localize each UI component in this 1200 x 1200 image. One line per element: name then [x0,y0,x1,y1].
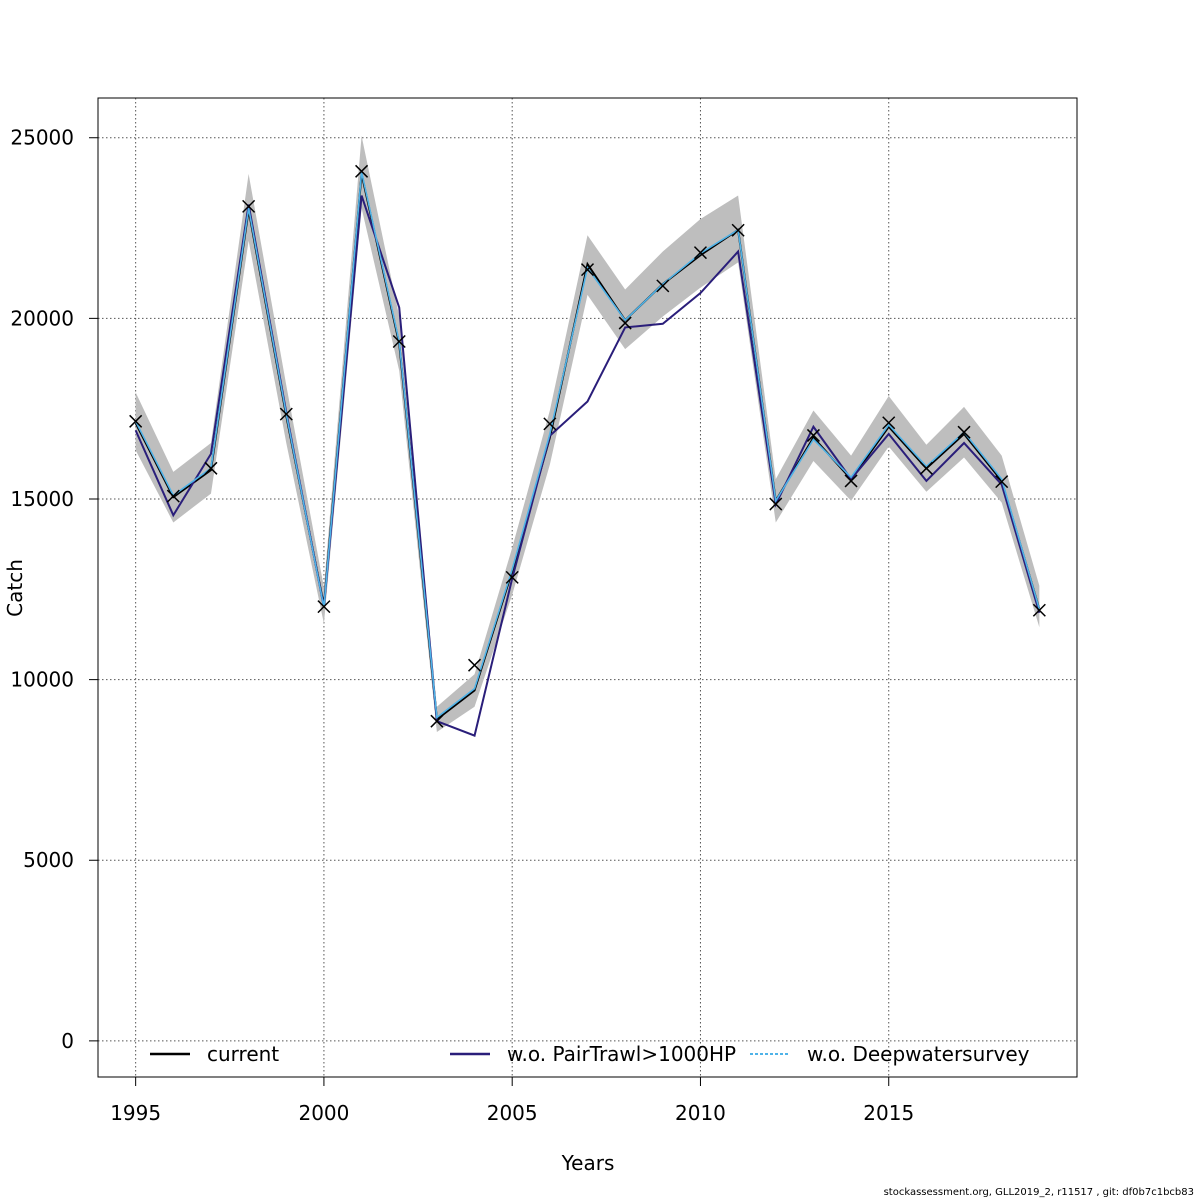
observed-point [580,263,595,277]
observed-point-stroke [543,417,557,431]
observed-point [731,223,745,237]
observed-point [844,474,858,488]
observed-point [392,334,406,349]
observed-point-stroke [129,414,143,428]
axes: 1995 2000 2005 2010 2015 0 5000 10000 15000 20000… [10,97,1078,1125]
x-tick-label: 1995 [110,1101,161,1125]
y-tick-label: 0 [61,1029,74,1053]
observed-point [919,461,933,475]
observed-point-stroke [806,428,820,442]
plot-frame [97,97,1078,1078]
legend-label-2: w.o. Deepwatersurvey [807,1042,1030,1066]
observed-point-stroke [1032,603,1046,617]
x-tick-label: 2000 [298,1101,349,1125]
observed-point-stroke [769,497,783,511]
observed-point-stroke [468,658,482,672]
x-tick-label: 2010 [675,1101,726,1125]
observed-point [204,461,218,475]
observed-point [995,475,1009,489]
observed-point-stroke [731,223,745,237]
observed-point-stroke [204,461,218,475]
observed-point [129,414,143,428]
observed-point-stroke [919,461,933,475]
observed-point-stroke [430,714,444,728]
observed-point-stroke [392,334,406,349]
observed-point [543,417,557,431]
observed-markers [129,164,1046,728]
y-tick-label: 10000 [10,668,74,692]
observed-point [430,714,444,728]
observed-point-stroke [242,199,256,213]
observed-point [806,428,820,442]
observed-point [166,489,180,503]
legend: current w.o. PairTrawl>1000HP w.o. Deepwat… [150,1042,1030,1066]
observed-point-stroke [505,570,519,584]
observed-point-stroke [693,246,707,260]
observed-point [882,416,896,430]
observed-point-stroke [166,489,180,503]
observed-point-stroke [957,425,971,439]
legend-label-0: current [207,1042,279,1066]
observed-point-stroke [580,263,595,277]
observed-point [279,407,293,421]
observed-point [468,658,482,672]
confidence-band [135,135,1040,733]
x-tick-label: 2015 [863,1101,914,1125]
observed-point-stroke [355,164,369,178]
observed-point [317,600,331,614]
legend-label-1: w.o. PairTrawl>1000HP [507,1042,736,1066]
confidence-band-layer [135,135,1040,733]
y-axis-label: Catch [3,559,27,617]
observed-point [656,279,670,293]
observed-point-stroke [317,600,331,614]
y-tick-label: 15000 [10,487,74,511]
y-tick-label: 25000 [10,126,74,150]
observed-point-stroke [656,279,670,293]
observed-point [355,164,369,178]
observed-point [957,425,971,439]
x-axis-label: Years [561,1151,615,1175]
observed-point [505,570,519,584]
observed-point [769,497,783,511]
y-tick-label: 20000 [10,306,74,330]
observed-point-stroke [844,474,858,488]
observed-point [1032,603,1046,617]
footer-credit: stockassessment.org, GLL2019_2, r11517 ,… [883,1187,1194,1198]
observed-point-stroke [882,416,896,430]
observed-point [242,199,256,213]
observed-point-stroke [618,316,632,330]
y-tick-label: 5000 [23,848,74,872]
observed-point [618,316,632,330]
x-tick-label: 2005 [487,1101,538,1125]
observed-point-stroke [995,475,1009,489]
observed-point [693,246,707,260]
observed-point-stroke [279,407,293,421]
